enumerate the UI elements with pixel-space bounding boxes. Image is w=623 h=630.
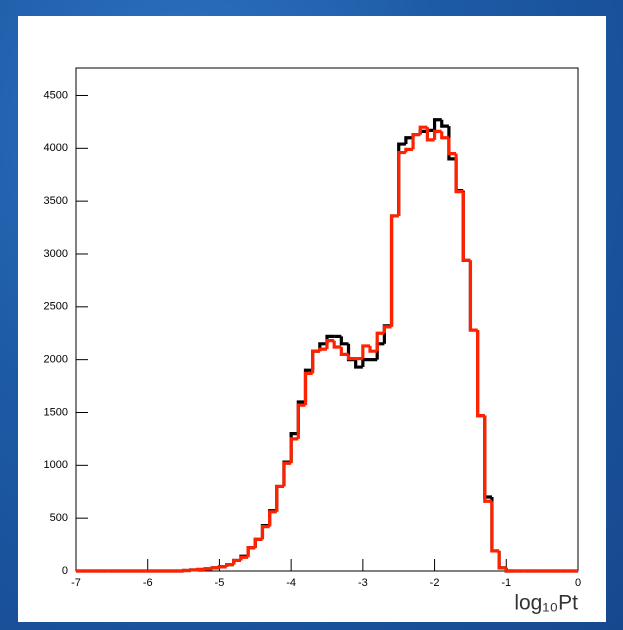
histogram-step [311, 349, 320, 374]
histogram-step [497, 550, 507, 570]
x-tick-label: -5 [215, 577, 225, 589]
histogram-step [375, 331, 385, 352]
histogram-step [181, 568, 191, 573]
histogram-step [217, 565, 227, 569]
histogram-step [361, 344, 371, 359]
histogram-step [504, 567, 514, 573]
histogram-step [368, 345, 378, 353]
x-tick-label: 0 [575, 577, 581, 589]
x-tick-label: -6 [143, 577, 153, 589]
x-tick-label: -7 [71, 577, 81, 589]
histogram-step [289, 437, 299, 464]
y-tick-label: 2000 [44, 354, 68, 366]
histogram-step [339, 336, 349, 346]
histogram-step [468, 260, 478, 332]
x-tick-label: -1 [501, 577, 511, 589]
histogram-step [232, 558, 241, 565]
y-tick-label: 1000 [44, 459, 68, 471]
histogram-step [389, 214, 399, 327]
histogram-step [411, 132, 421, 150]
y-tick-label: 500 [50, 512, 68, 524]
histogram-step [253, 537, 263, 548]
histogram-step [432, 129, 442, 140]
canvas-panel [18, 16, 606, 622]
y-tick-label: 4000 [44, 142, 68, 154]
histogram-step [203, 567, 213, 571]
histogram-step [440, 131, 449, 140]
histogram-step [382, 325, 392, 334]
histogram-step [461, 191, 471, 262]
histogram-step [189, 568, 198, 572]
histogram-step [346, 354, 356, 361]
histogram-step [246, 546, 256, 558]
histogram-step [404, 147, 414, 153]
histogram-step [296, 403, 306, 439]
y-tick-label: 0 [62, 565, 68, 577]
histogram-step [282, 461, 292, 487]
histogram-step [332, 340, 342, 349]
histogram-step [447, 137, 457, 156]
histogram-step [275, 484, 284, 512]
histogram-step [397, 150, 406, 216]
x-tick-label: -2 [430, 577, 440, 589]
y-tick-label: 4500 [44, 89, 68, 101]
histogram-step [225, 563, 234, 567]
x-axis-label: log₁₀Pt [514, 592, 578, 615]
histogram-step [404, 136, 414, 145]
histogram-step [318, 347, 327, 352]
histogram-step [268, 510, 277, 527]
histogram-step [432, 118, 442, 131]
histogram-step [260, 525, 270, 540]
y-tick-label: 3000 [44, 248, 68, 260]
y-tick-label: 3500 [44, 195, 68, 207]
histogram-step [425, 127, 435, 142]
histogram-step [476, 330, 485, 418]
histogram-step [303, 371, 313, 406]
x-tick-label: -3 [358, 577, 368, 589]
histogram-step [239, 555, 249, 561]
histogram-step [196, 567, 206, 572]
histogram-step [483, 415, 492, 503]
histogram-step [354, 359, 363, 369]
plot-frame [75, 67, 579, 572]
histogram-step [418, 125, 428, 135]
histogram-step [339, 346, 349, 356]
histogram-step [490, 501, 500, 553]
histogram-step [440, 119, 449, 128]
y-tick-label: 1500 [44, 406, 68, 418]
x-tick-label: -4 [286, 577, 296, 589]
y-tick-label: 2500 [44, 301, 68, 313]
histogram-step [210, 566, 220, 570]
histogram-step [454, 153, 464, 194]
histogram-step [325, 339, 335, 350]
